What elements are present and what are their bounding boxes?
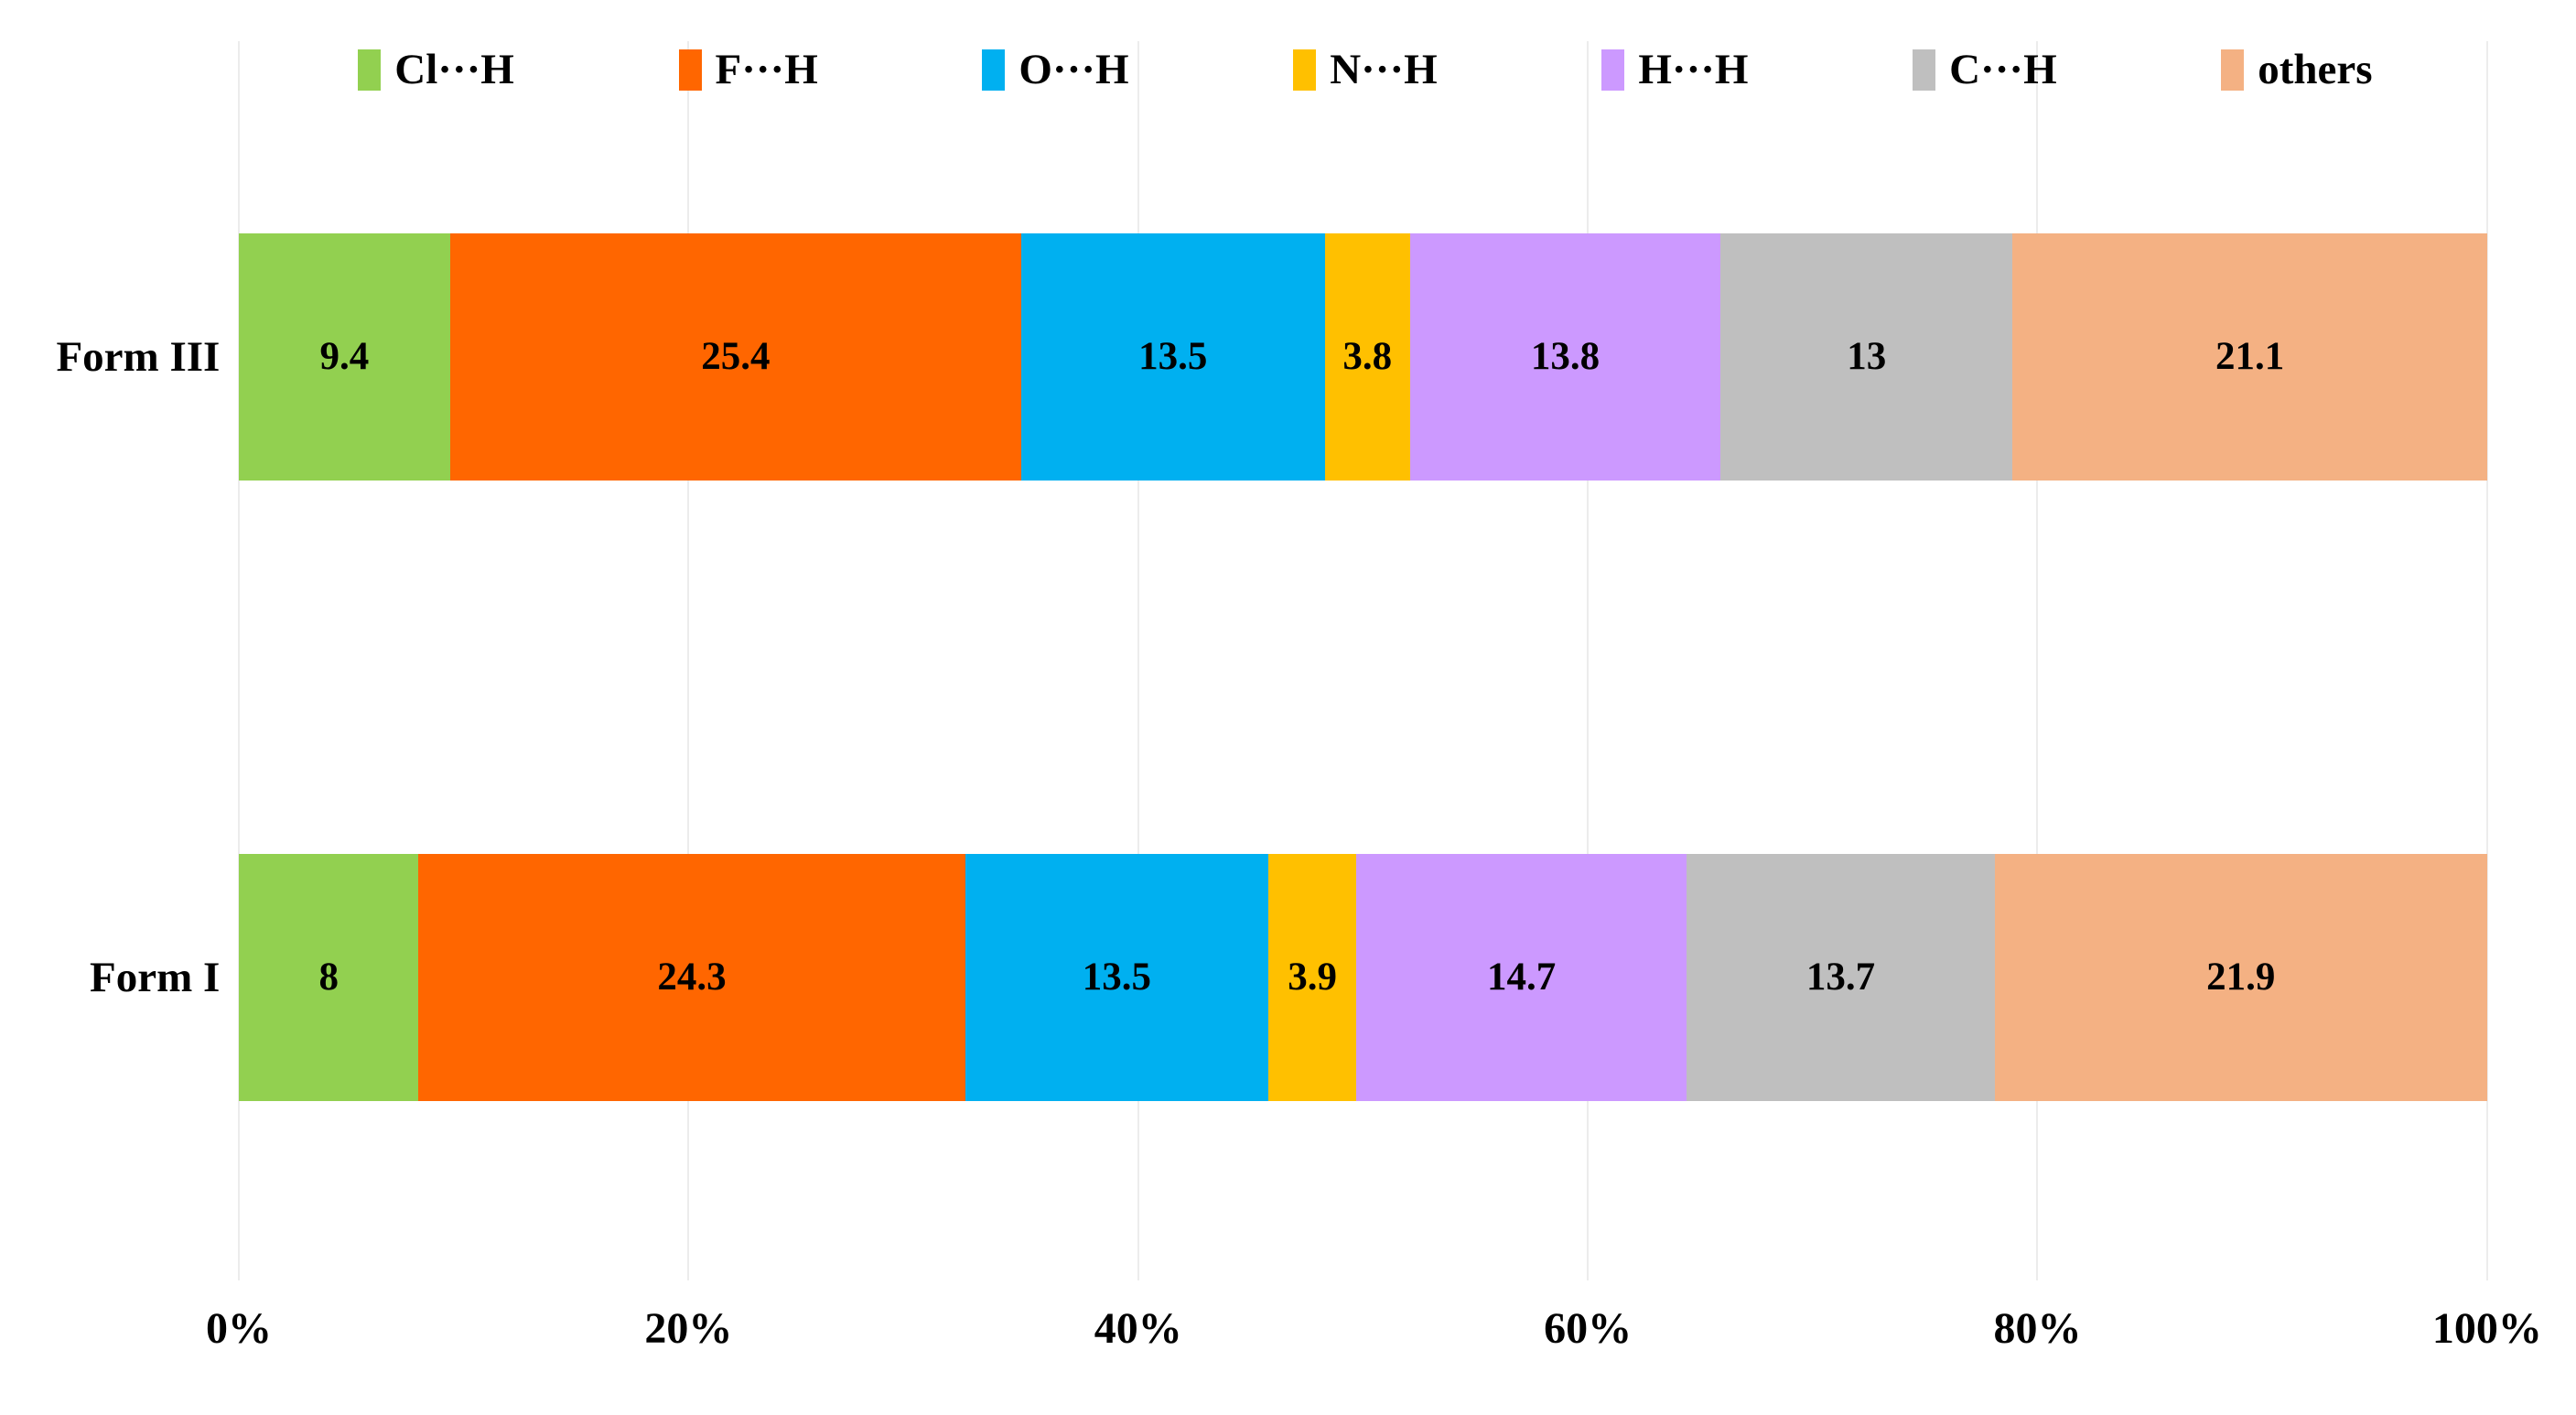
bar-segment: 9.4 [238, 233, 450, 481]
bar-segment: 13.8 [1409, 233, 1720, 481]
legend-item: H···H [1601, 45, 1749, 93]
bar-segments: 9.4 25.4 13.5 3.8 13.8 13 21.1 [238, 233, 2487, 481]
segment-value-label: 13.5 [1138, 335, 1208, 379]
gridline [687, 40, 690, 1281]
bar-segment: 13.5 [965, 854, 1269, 1101]
segment-value-label: 3.8 [1342, 335, 1393, 379]
category-label: Form III [56, 332, 221, 381]
bar-segment: 24.3 [418, 854, 965, 1101]
chart-legend: Cl···H F···H O···H N···H H···H C···H others [358, 45, 2373, 93]
bar-segment: 13 [1720, 233, 2013, 481]
segment-value-label: 13.7 [1805, 956, 1876, 999]
segment-value-label: 9.4 [319, 335, 370, 379]
legend-swatch-icon [1913, 49, 1936, 91]
legend-item: others [2221, 45, 2373, 93]
bar-segment: 13.7 [1687, 854, 1995, 1101]
x-tick-label: 100% [2431, 1303, 2542, 1353]
bar-segment: 3.9 [1268, 854, 1356, 1101]
segment-value-label: 8 [318, 956, 339, 999]
segment-value-label: 13 [1847, 335, 1887, 379]
x-tick-label: 20% [644, 1303, 733, 1353]
legend-label: N···H [1330, 45, 1438, 93]
bar-segment: 25.4 [449, 233, 1021, 481]
bar-segments: 8 24.3 13.5 3.9 14.7 13.7 21.9 [238, 854, 2487, 1101]
legend-label: others [2258, 45, 2373, 93]
bar-segment: 3.8 [1324, 233, 1410, 481]
category-label: Form I [90, 953, 221, 1001]
legend-swatch-icon [358, 49, 382, 91]
legend-label: F···H [715, 45, 818, 93]
legend-swatch-icon [982, 49, 1006, 91]
segment-value-label: 13.5 [1082, 956, 1151, 999]
bar-segment: 21.1 [2012, 233, 2487, 481]
legend-label: O···H [1019, 45, 1129, 93]
legend-swatch-icon [1601, 49, 1625, 91]
bar-segment: 14.7 [1356, 854, 1687, 1101]
segment-value-label: 21.1 [2215, 335, 2285, 379]
bar-row: Form I 8 24.3 13.5 3.9 14.7 13.7 21.9 [0, 854, 2576, 1101]
legend-swatch-icon [1293, 49, 1317, 91]
legend-item: O···H [982, 45, 1129, 93]
bar-segment: 21.9 [1994, 854, 2487, 1101]
x-tick-label: 0% [205, 1303, 272, 1353]
segment-value-label: 24.3 [657, 956, 727, 999]
legend-label: C···H [1949, 45, 2057, 93]
legend-item: F···H [678, 45, 818, 93]
segment-value-label: 21.9 [2206, 956, 2276, 999]
x-tick-label: 40% [1094, 1303, 1182, 1353]
legend-swatch-icon [2221, 49, 2245, 91]
segment-value-label: 14.7 [1486, 956, 1557, 999]
segment-value-label: 25.4 [701, 335, 771, 379]
legend-item: Cl···H [358, 45, 514, 93]
gridline [2036, 40, 2039, 1281]
gridline [2485, 40, 2488, 1281]
bar-segment: 13.5 [1020, 233, 1325, 481]
gridline [237, 40, 240, 1281]
legend-label: H···H [1638, 45, 1749, 93]
x-tick-label: 60% [1544, 1303, 1633, 1353]
segment-value-label: 13.8 [1530, 335, 1601, 379]
legend-label: Cl···H [394, 45, 514, 93]
bar-segment: 8 [238, 854, 419, 1101]
legend-item: N···H [1293, 45, 1438, 93]
x-tick-label: 80% [1993, 1303, 2082, 1353]
segment-value-label: 3.9 [1288, 956, 1337, 999]
bar-row: Form III 9.4 25.4 13.5 3.8 13.8 13 21.1 [0, 233, 2576, 481]
gridline [1137, 40, 1139, 1281]
legend-item: C···H [1913, 45, 2057, 93]
legend-swatch-icon [678, 49, 702, 91]
gridline [1587, 40, 1590, 1281]
